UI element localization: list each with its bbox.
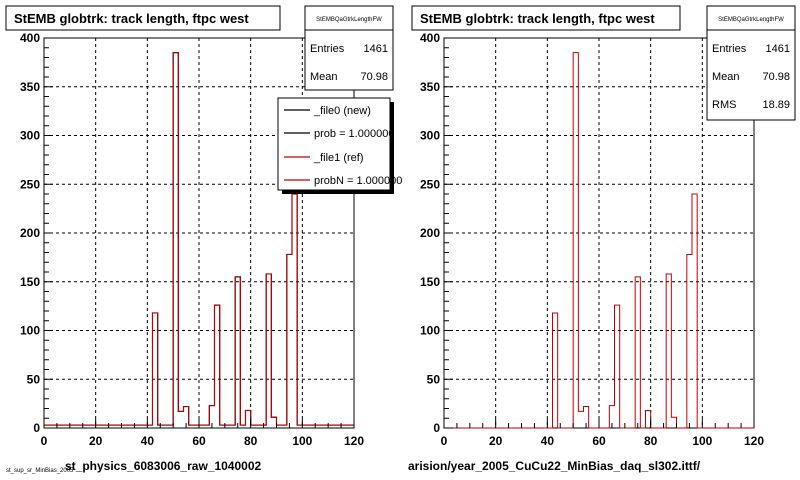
right-y-tick-label: 150 bbox=[420, 275, 440, 289]
left-title-box: StEMB globtrk: track length, ftpc west bbox=[5, 5, 281, 31]
right-x-tick-label: 0 bbox=[441, 434, 448, 448]
right-stats-rms-label: RMS bbox=[712, 99, 736, 111]
right-stats-mean-label: Mean bbox=[712, 71, 740, 83]
right-stats-mean-value: 70.98 bbox=[762, 71, 790, 83]
left-x-axis-label: st_physics_6083006_raw_1040002 bbox=[65, 459, 261, 473]
right-stats-name: StEMBQaGtrkLengthFW bbox=[718, 17, 784, 23]
right-histogram bbox=[444, 52, 754, 429]
left-y-tick-label: 100 bbox=[20, 324, 40, 338]
left-stats-entries-label: Entries bbox=[310, 43, 345, 55]
left-y-tick-label: 0 bbox=[33, 421, 40, 435]
right-x-tick-label: 120 bbox=[744, 434, 764, 448]
left-grid bbox=[44, 38, 354, 428]
right-chart-title: StEMB globtrk: track length, ftpc west bbox=[420, 11, 655, 26]
left-stats-box: StEMBQaGtrkLengthFW Entries 1461 Mean 70… bbox=[304, 5, 394, 91]
left-x-tick-label: 0 bbox=[41, 434, 48, 448]
left-stats-name: StEMBQaGtrkLengthFW bbox=[316, 17, 382, 23]
left-pad: 0 20 40 60 80 100 120050100150200250300350400 … bbox=[5, 5, 402, 474]
left-y-tick-label: 150 bbox=[20, 275, 40, 289]
right-y-tick-label: 250 bbox=[420, 177, 440, 191]
left-axes: 0 20 40 60 80 100 120 0 50 100 150 200 250 300 350 400 bbox=[20, 31, 364, 448]
left-y-tick-label: 50 bbox=[27, 372, 41, 386]
legend-label-probN: probN = 1.000000 bbox=[314, 175, 402, 187]
left-x-tick-label: 80 bbox=[244, 434, 258, 448]
right-y-tick-label: 0 bbox=[433, 421, 440, 435]
right-y-tick-label: 200 bbox=[420, 226, 440, 240]
right-stats-box: StEMBQaGtrkLengthFW Entries 1461 Mean 70… bbox=[706, 5, 796, 121]
left-y-tick-label: 300 bbox=[20, 129, 40, 143]
right-pad: 0 20 40 60 80 100 120050100150200250300350400 … bbox=[408, 5, 796, 473]
left-y-tick-label: 400 bbox=[20, 31, 40, 45]
left-histogram bbox=[44, 52, 354, 426]
left-histogram-line bbox=[44, 52, 354, 426]
right-x-axis-label: arision/year_2005_CuCu22_MinBias_daq_sl3… bbox=[408, 459, 701, 473]
left-y-tick-label: 350 bbox=[20, 80, 40, 94]
right-y-tick-label: 350 bbox=[420, 80, 440, 94]
legend-label-prob: prob = 1.000000 bbox=[314, 128, 394, 140]
right-grid bbox=[444, 38, 754, 428]
left-x-tick-label: 60 bbox=[192, 434, 206, 448]
right-axes: 0 20 40 60 80 100 120 0 50 100 150 200 250 300 350 400 bbox=[420, 31, 764, 448]
right-y-tick-label: 50 bbox=[427, 372, 441, 386]
legend-label-file0: _file0 (new) bbox=[313, 105, 371, 117]
right-y-tick-label: 400 bbox=[420, 31, 440, 45]
right-y-tick-label: 300 bbox=[420, 129, 440, 143]
left-x-tick-label: 120 bbox=[344, 434, 364, 448]
right-y-tick-label: 100 bbox=[420, 324, 440, 338]
left-y-tick-label: 250 bbox=[20, 177, 40, 191]
legend: _file0 (new) prob = 1.000000 _file1 (ref… bbox=[277, 97, 402, 194]
left-x-tick-label: 100 bbox=[292, 434, 312, 448]
left-y-tick-label: 200 bbox=[20, 226, 40, 240]
right-x-tick-label: 100 bbox=[692, 434, 712, 448]
left-x-tick-label: 20 bbox=[89, 434, 103, 448]
right-stats-entries-label: Entries bbox=[712, 43, 747, 55]
right-x-tick-label: 40 bbox=[541, 434, 555, 448]
left-stats-mean-label: Mean bbox=[310, 71, 338, 83]
left-stats-entries-value: 1461 bbox=[364, 43, 388, 55]
right-stats-entries-value: 1461 bbox=[766, 43, 790, 55]
left-x-tick-label: 40 bbox=[141, 434, 155, 448]
right-stats-rms-value: 18.89 bbox=[762, 99, 790, 111]
right-x-tick-label: 20 bbox=[489, 434, 503, 448]
right-histogram-line bbox=[444, 52, 754, 429]
left-chart-title: StEMB globtrk: track length, ftpc west bbox=[14, 11, 249, 26]
right-title-box: StEMB globtrk: track length, ftpc west bbox=[411, 5, 681, 31]
right-x-tick-label: 80 bbox=[644, 434, 658, 448]
footer-text: st_sup_sr_MinBias_2005 bbox=[6, 468, 74, 474]
legend-label-file1: _file1 (ref) bbox=[313, 152, 364, 164]
left-stats-mean-value: 70.98 bbox=[360, 71, 388, 83]
right-x-tick-label: 60 bbox=[592, 434, 606, 448]
